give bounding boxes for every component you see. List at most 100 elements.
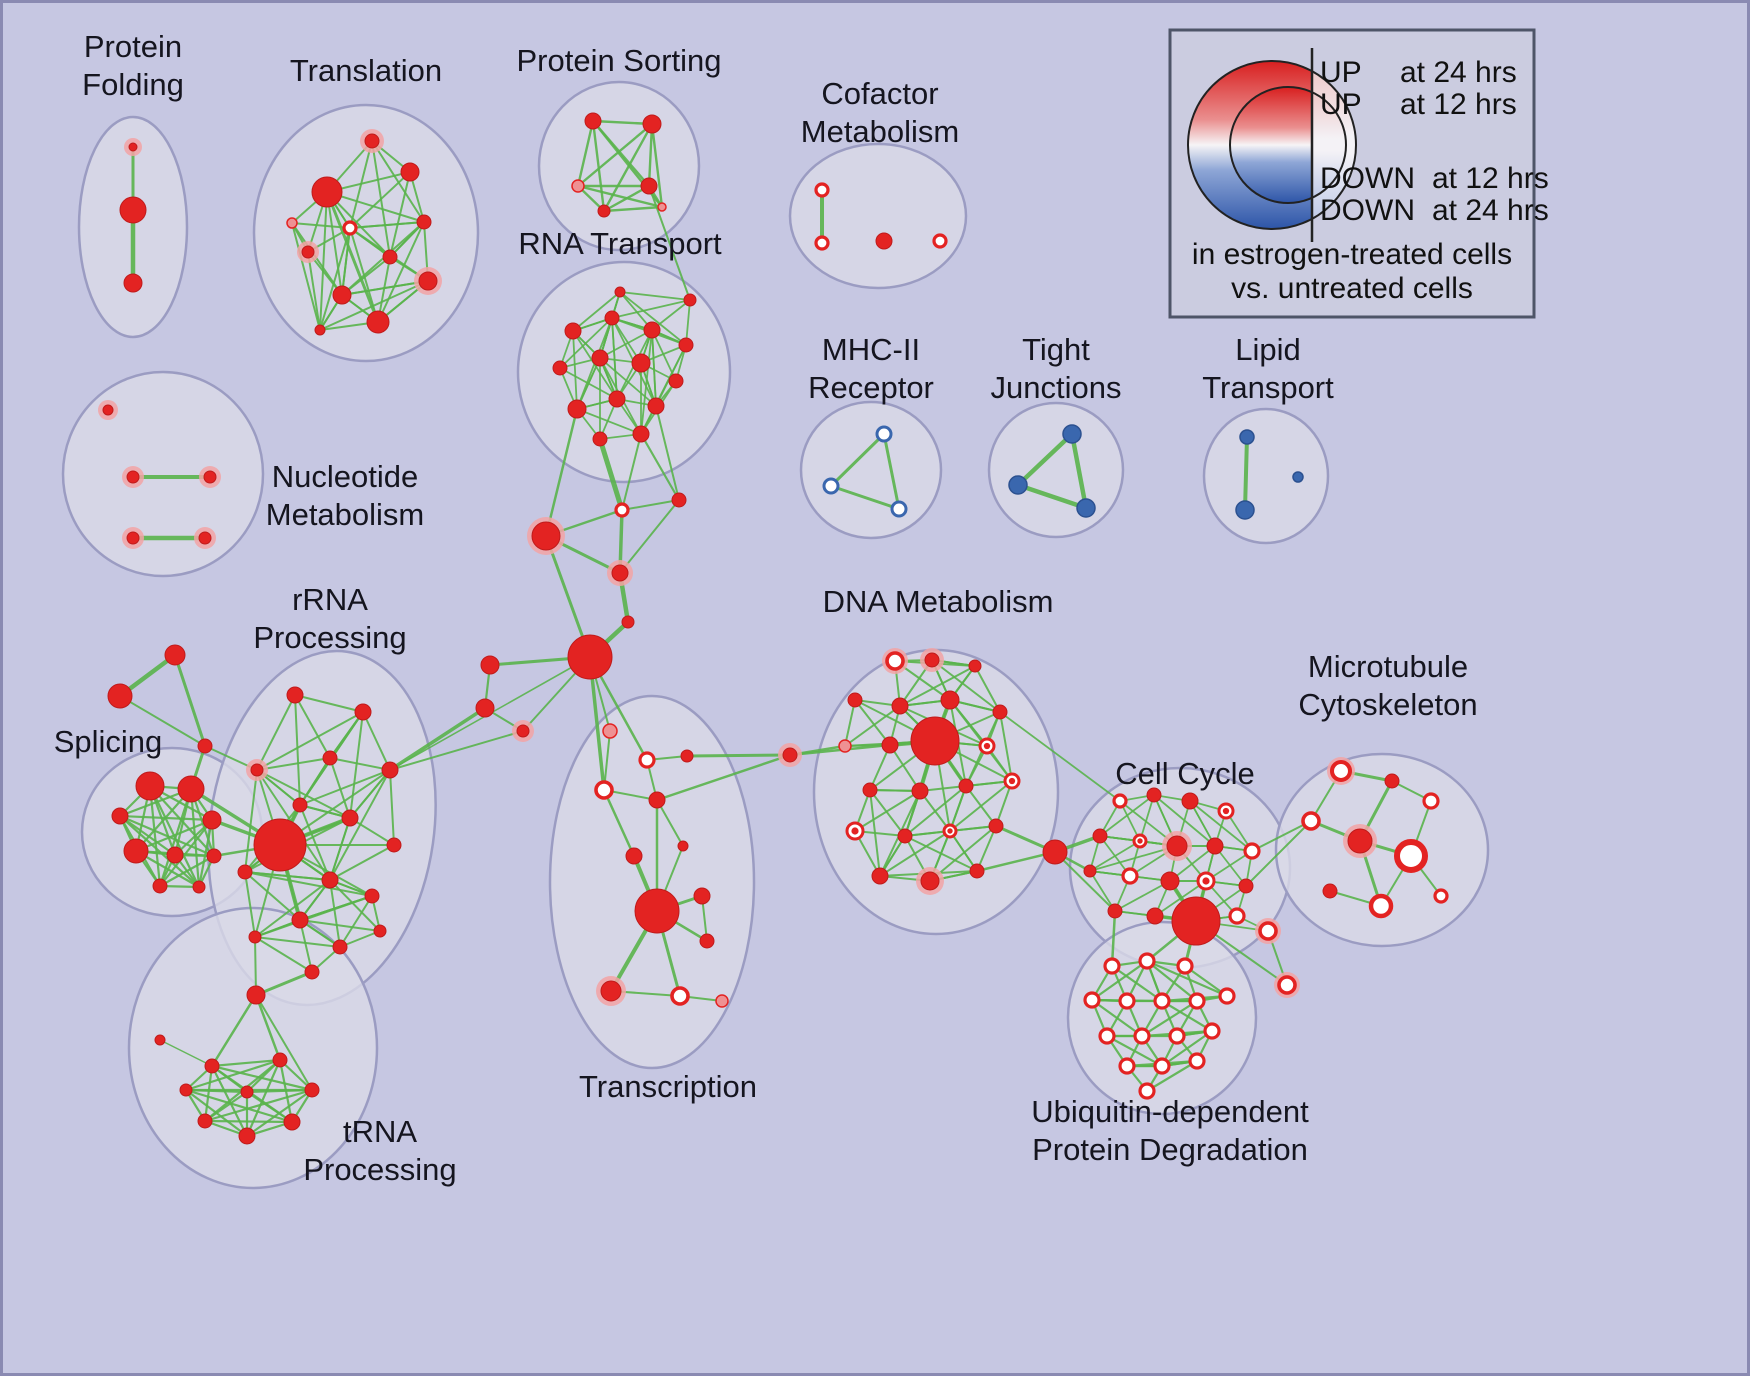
node-sp4 bbox=[202, 810, 222, 830]
node-cc13 bbox=[1196, 871, 1216, 891]
edge bbox=[184, 1058, 282, 1092]
edge bbox=[291, 222, 351, 229]
node-mc2 bbox=[1384, 773, 1400, 789]
node-ub5 bbox=[1118, 992, 1136, 1010]
node-tj2 bbox=[1008, 475, 1028, 495]
node-cf2 bbox=[814, 235, 830, 251]
node-tc3 bbox=[594, 780, 614, 800]
node-rr10 bbox=[321, 871, 339, 889]
edge bbox=[640, 329, 653, 435]
node-sp8 bbox=[152, 878, 168, 894]
node-ub10 bbox=[1133, 1027, 1151, 1045]
edge bbox=[244, 871, 301, 921]
node-mid1 bbox=[480, 655, 500, 675]
node-dm14 bbox=[1003, 772, 1021, 790]
edge bbox=[602, 788, 636, 858]
node-mc1 bbox=[1327, 757, 1355, 785]
cluster-ellipse-tight-junctions bbox=[987, 401, 1125, 539]
cluster-label-splicing: Splicing bbox=[54, 724, 163, 759]
node-mh1 bbox=[875, 425, 893, 443]
node-ch1 bbox=[614, 502, 630, 518]
node-dm20 bbox=[916, 867, 944, 895]
edge bbox=[148, 784, 216, 858]
edge bbox=[1110, 909, 1117, 968]
node-x1 bbox=[164, 644, 186, 666]
edge bbox=[319, 280, 429, 331]
edge bbox=[879, 830, 951, 877]
node-tr10 bbox=[314, 324, 326, 336]
node-ps6 bbox=[657, 202, 667, 212]
edge bbox=[329, 844, 395, 881]
node-cc10 bbox=[1083, 864, 1097, 878]
node-ub16 bbox=[1138, 1082, 1156, 1100]
node-tj3 bbox=[1076, 498, 1096, 518]
node-tn3 bbox=[204, 1058, 220, 1074]
node-tr4 bbox=[342, 220, 358, 236]
edge bbox=[389, 730, 524, 771]
node-tr12 bbox=[286, 217, 298, 229]
edge bbox=[1243, 435, 1249, 512]
node-tc11 bbox=[715, 994, 729, 1008]
node-rt3 bbox=[643, 321, 661, 339]
cluster-ellipse-ubiquitin-degradation bbox=[1066, 920, 1258, 1116]
edge bbox=[597, 436, 625, 513]
edge bbox=[349, 140, 373, 229]
edge bbox=[148, 784, 201, 889]
node-dm5 bbox=[891, 697, 909, 715]
node-nm2 bbox=[122, 466, 144, 488]
edge bbox=[1251, 820, 1312, 852]
edge bbox=[611, 317, 618, 400]
edge bbox=[844, 699, 856, 747]
edge bbox=[1089, 845, 1178, 872]
cluster-label-protein-folding: Protein bbox=[84, 29, 182, 64]
edge bbox=[134, 787, 193, 853]
node-hub bbox=[567, 634, 613, 680]
node-tc5 bbox=[680, 749, 694, 763]
node-mh3 bbox=[890, 500, 908, 518]
node-sp2 bbox=[177, 775, 205, 803]
edge bbox=[650, 122, 664, 209]
edge bbox=[329, 817, 351, 881]
node-ub1 bbox=[1103, 957, 1121, 975]
node-rt2 bbox=[604, 310, 620, 326]
edge bbox=[389, 769, 395, 846]
node-rr6 bbox=[292, 797, 308, 813]
edge bbox=[256, 711, 364, 771]
edge bbox=[291, 222, 321, 331]
edge bbox=[291, 222, 343, 296]
node-tr5 bbox=[297, 241, 319, 263]
node-dm12 bbox=[911, 782, 929, 800]
edge bbox=[203, 1119, 294, 1124]
cluster-label-cell-cycle: Cell Cycle bbox=[1115, 756, 1255, 791]
node-rr5 bbox=[381, 761, 399, 779]
node-ch4 bbox=[607, 560, 633, 586]
edge bbox=[1099, 794, 1155, 837]
node-nm1 bbox=[98, 400, 118, 420]
cluster-label-mhc-ii-receptor: Receptor bbox=[808, 370, 934, 405]
node-rt10 bbox=[608, 390, 626, 408]
node-tn4 bbox=[272, 1052, 288, 1068]
edge bbox=[254, 970, 314, 997]
edge bbox=[158, 854, 216, 888]
cluster-label-rrna-processing: Processing bbox=[253, 620, 406, 655]
edge bbox=[591, 119, 654, 126]
node-bg1 bbox=[1042, 839, 1068, 865]
edge bbox=[245, 1058, 282, 1138]
cluster-label-nucleotide-metabolism: Metabolism bbox=[266, 497, 425, 532]
edge bbox=[158, 787, 193, 888]
node-cc17 bbox=[1228, 907, 1246, 925]
edge bbox=[572, 330, 578, 410]
node-tn7 bbox=[238, 1127, 256, 1145]
node-tc4 bbox=[648, 791, 666, 809]
edge bbox=[591, 119, 606, 213]
node-tr11 bbox=[416, 214, 432, 230]
edge bbox=[655, 405, 680, 501]
edge bbox=[329, 879, 341, 948]
edge bbox=[1015, 482, 1089, 511]
node-rr2 bbox=[354, 703, 372, 721]
node-lt3 bbox=[1292, 471, 1304, 483]
edge bbox=[1054, 851, 1116, 912]
node-cc4 bbox=[1217, 802, 1235, 820]
node-rr7 bbox=[341, 809, 359, 827]
